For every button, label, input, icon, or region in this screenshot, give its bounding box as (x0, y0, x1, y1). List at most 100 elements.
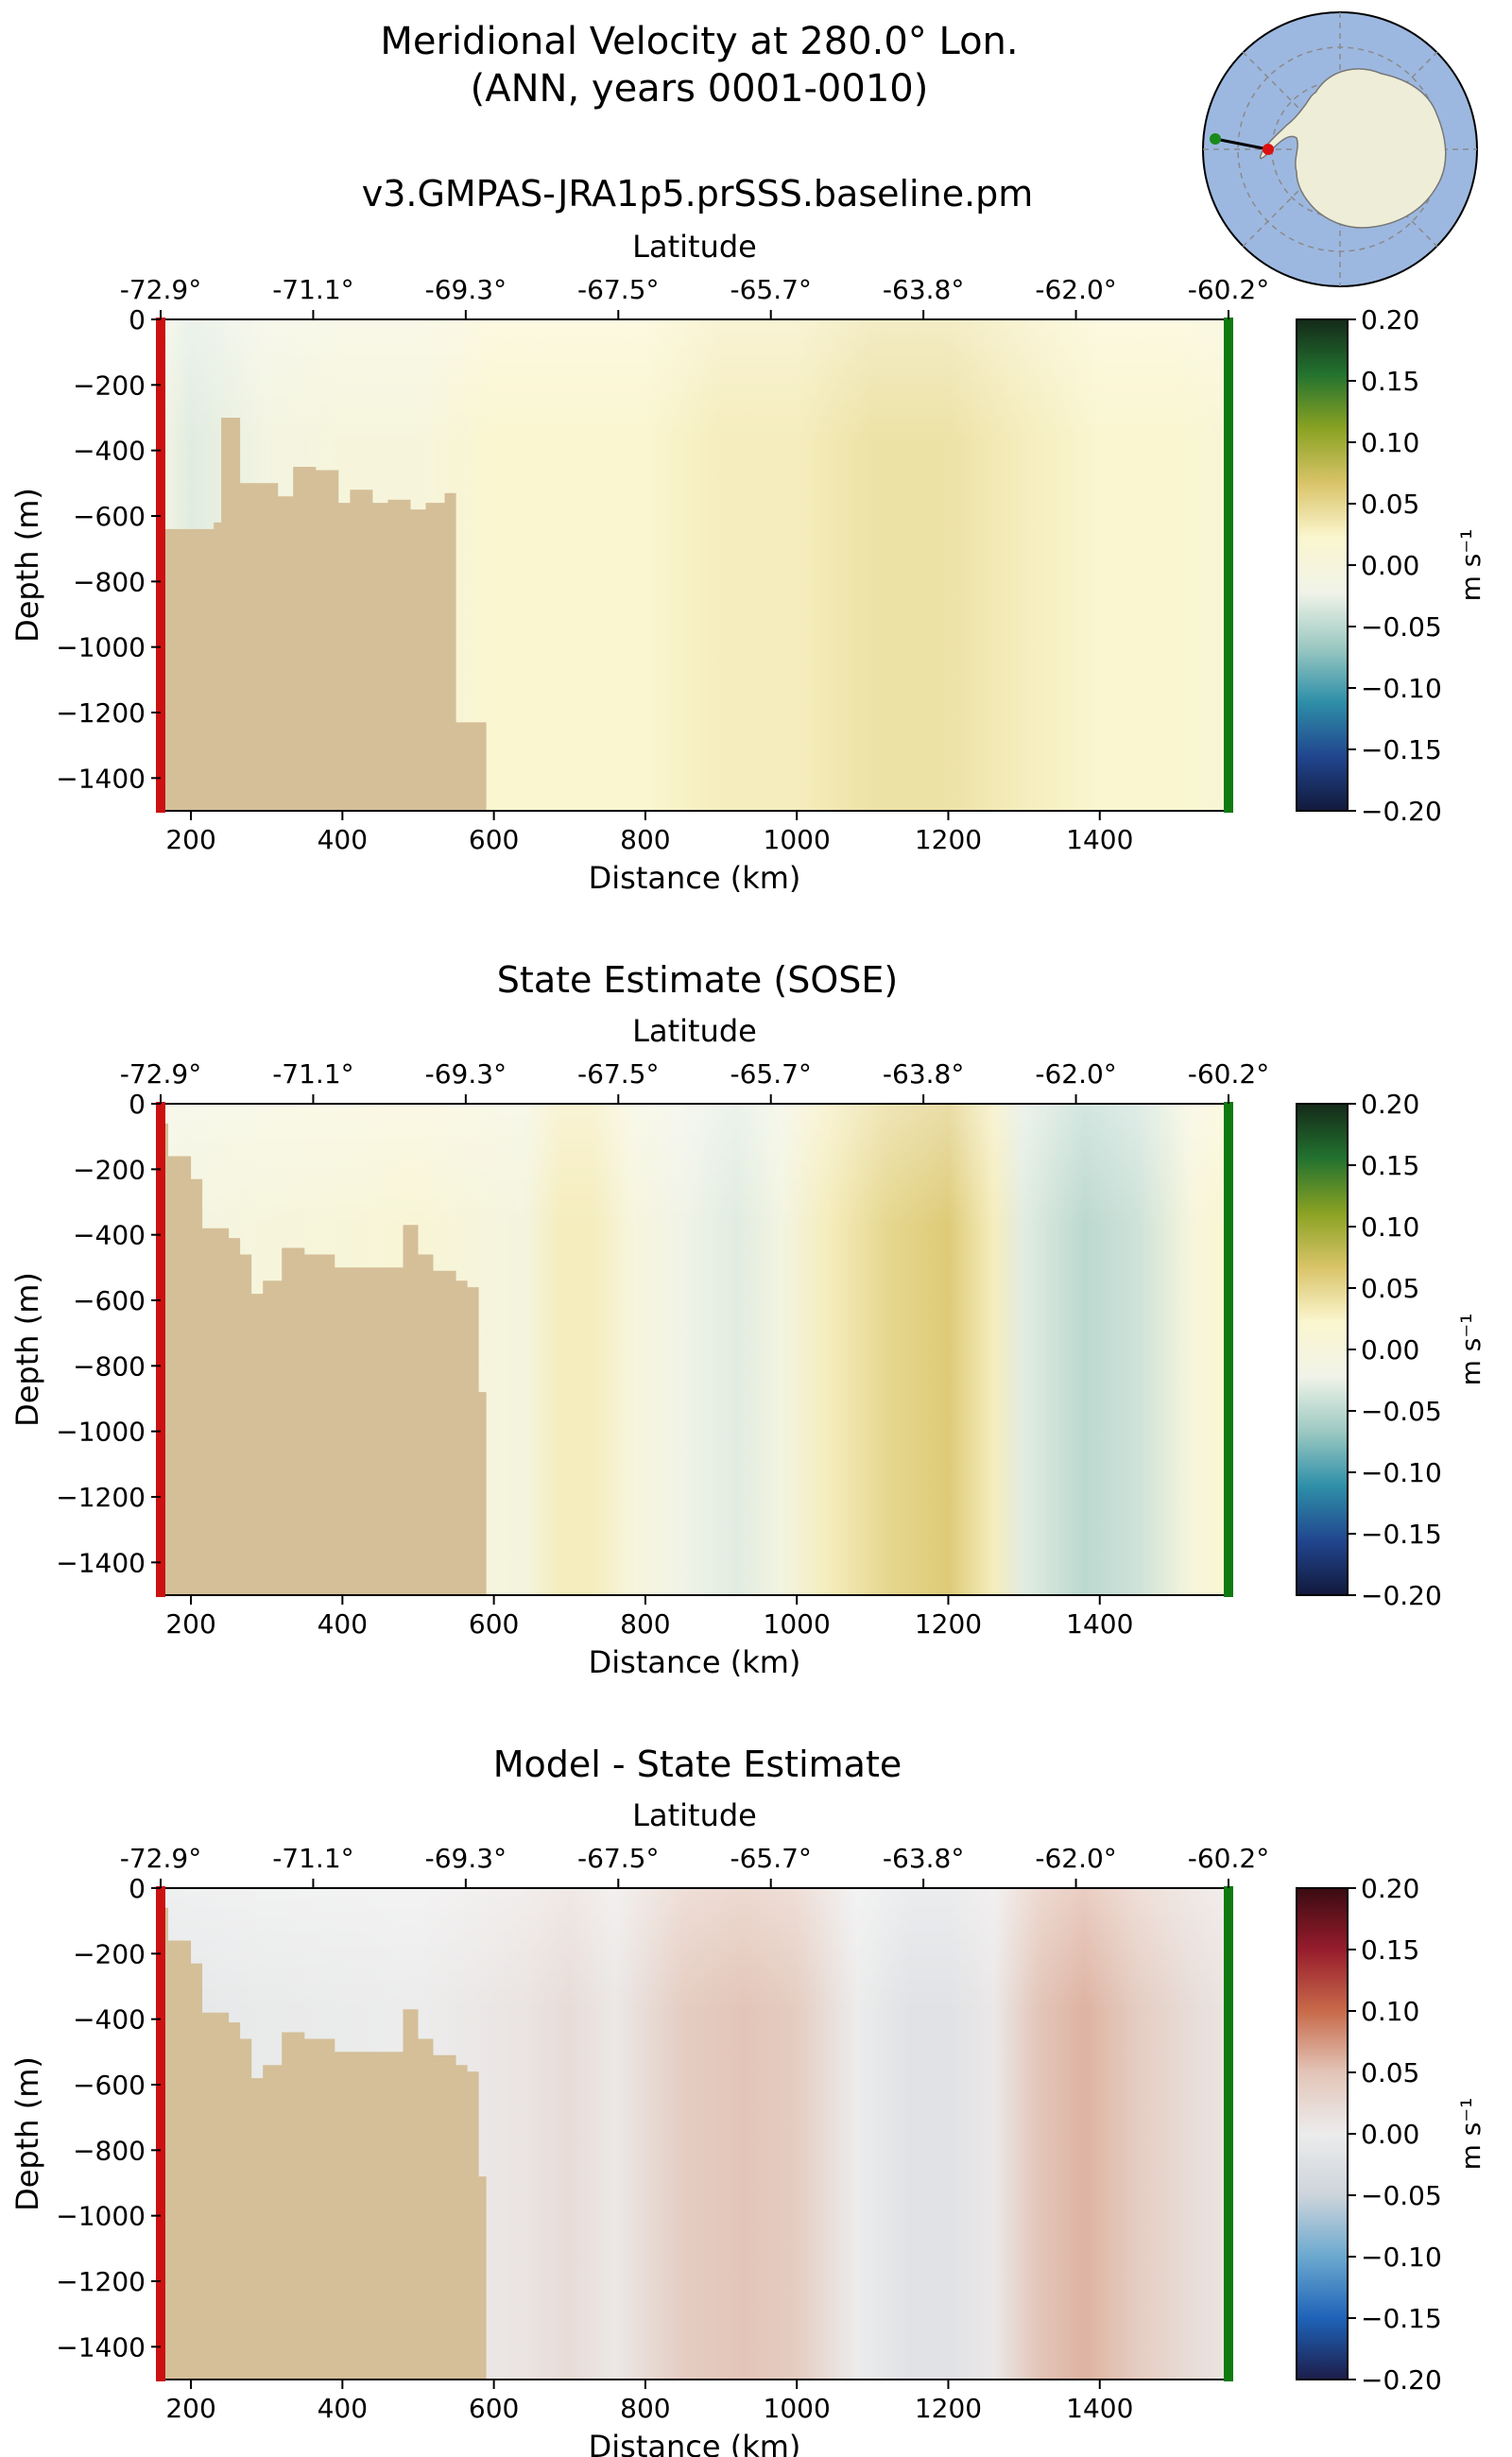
x-tick-label: 1400 (1066, 2393, 1133, 2424)
inset-start-marker (1263, 144, 1274, 155)
colorbar-tick-label: 0.10 (1361, 427, 1419, 458)
y-tick-label: −200 (73, 369, 146, 401)
x-tick-label: 400 (318, 2393, 368, 2424)
colorbar (1296, 1103, 1349, 1596)
x-axis-label: Distance (km) (589, 1644, 801, 1680)
y-tick-label: −1000 (56, 1417, 146, 1448)
latitude-tick-label: -63.8° (883, 1058, 964, 1090)
x-tick-label: 800 (620, 2393, 670, 2424)
colorbar-tick-label: 0.00 (1361, 2119, 1419, 2150)
colorbar-tick-label: −0.05 (1361, 1396, 1442, 1427)
colorbar-tick-label: −0.10 (1361, 2242, 1442, 2273)
x-tick-label: 1400 (1066, 1608, 1133, 1640)
y-tick-label: −200 (73, 1938, 146, 1969)
y-tick-label: −200 (73, 1154, 146, 1185)
colorbar-tick-label: 0.00 (1361, 550, 1419, 581)
panel-title: Model - State Estimate (493, 1744, 902, 1785)
x-tick-label: 1000 (764, 1608, 831, 1640)
colorbar-tick-label: 0.05 (1361, 1273, 1419, 1304)
x-tick-label: 400 (318, 1608, 368, 1640)
latitude-tick-label: -65.7° (730, 1843, 811, 1874)
x-tick-label: 1000 (764, 824, 831, 855)
x-axis-label: Distance (km) (589, 860, 801, 896)
colorbar-tick-label: −0.10 (1361, 673, 1442, 704)
colorbar-tick-label: −0.20 (1361, 2364, 1442, 2396)
x-tick-label: 200 (165, 1608, 215, 1640)
y-tick-label: −1400 (56, 2331, 146, 2362)
latitude-tick-label: -71.1° (272, 1058, 353, 1090)
latitude-tick-label: -65.7° (730, 274, 811, 305)
figure-subtitle: (ANN, years 0001-0010) (470, 67, 929, 111)
latitude-tick-label: -72.9° (120, 1843, 201, 1874)
y-tick-label: −1400 (56, 763, 146, 794)
colorbar-tick-label: −0.20 (1361, 796, 1442, 827)
y-tick-label: −600 (73, 2070, 146, 2101)
colorbar-tick-label: −0.15 (1361, 1519, 1442, 1550)
y-tick-label: −1200 (56, 697, 146, 729)
x-axis-label: Distance (km) (589, 2429, 801, 2457)
colorbar-label: m s⁻¹ (1455, 2098, 1486, 2171)
latitude-tick-label: -65.7° (730, 1058, 811, 1090)
y-tick-label: −400 (73, 2004, 146, 2036)
latitude-tick-label: -60.2° (1188, 274, 1269, 305)
y-tick-label: −400 (73, 436, 146, 467)
y-tick-label: −600 (73, 1285, 146, 1316)
x-tick-label: 1200 (915, 2393, 982, 2424)
latitude-tick-label: -69.3° (425, 1843, 507, 1874)
colorbar-tick-label: 0.20 (1361, 304, 1419, 335)
colorbar-tick-label: 0.05 (1361, 489, 1419, 520)
y-tick-label: 0 (129, 304, 146, 335)
colorbar-label: m s⁻¹ (1455, 529, 1486, 602)
x-tick-label: 400 (318, 824, 368, 855)
y-tick-label: −800 (73, 566, 146, 597)
y-tick-label: −800 (73, 2135, 146, 2166)
latitude-tick-label: -71.1° (272, 1843, 353, 1874)
latitude-tick-label: -62.0° (1035, 1058, 1116, 1090)
x-tick-label: 200 (165, 824, 215, 855)
y-axis-label: Depth (m) (9, 1272, 45, 1427)
colorbar-tick-label: 0.15 (1361, 366, 1419, 397)
y-tick-label: −1000 (56, 2201, 146, 2232)
latitude-tick-label: -67.5° (577, 1843, 659, 1874)
latitude-tick-label: -69.3° (425, 274, 507, 305)
latitude-tick-label: -62.0° (1035, 1843, 1116, 1874)
latitude-tick-label: -63.8° (883, 274, 964, 305)
x-tick-label: 600 (469, 1608, 519, 1640)
top-axis-label: Latitude (632, 229, 757, 265)
bathymetry-land (161, 1123, 487, 1595)
y-tick-label: −1000 (56, 632, 146, 663)
bathymetry-land (161, 418, 487, 811)
y-tick-label: −1400 (56, 1547, 146, 1578)
colorbar-tick-label: 0.10 (1361, 1211, 1419, 1243)
latitude-tick-label: -60.2° (1188, 1058, 1269, 1090)
bathymetry-land (161, 1907, 487, 2380)
x-tick-label: 1000 (764, 2393, 831, 2424)
colorbar-tick-label: −0.15 (1361, 2303, 1442, 2334)
colorbar-tick-label: 0.20 (1361, 1089, 1419, 1120)
top-axis-label: Latitude (632, 1797, 757, 1833)
y-tick-label: −800 (73, 1350, 146, 1382)
colorbar-tick-label: −0.15 (1361, 734, 1442, 765)
latitude-tick-label: -60.2° (1188, 1843, 1269, 1874)
colorbar-tick-label: 0.15 (1361, 1150, 1419, 1181)
colorbar-tick-label: 0.20 (1361, 1873, 1419, 1904)
x-tick-label: 600 (469, 2393, 519, 2424)
x-tick-label: 1200 (915, 824, 982, 855)
y-tick-label: −1200 (56, 2266, 146, 2297)
colorbar (1296, 1887, 1349, 2380)
latitude-tick-label: -69.3° (425, 1058, 507, 1090)
figure-title: Meridional Velocity at 280.0° Lon. (380, 20, 1019, 63)
y-tick-label: −400 (73, 1220, 146, 1251)
top-axis-label: Latitude (632, 1013, 757, 1049)
inset-end-marker (1210, 133, 1221, 145)
y-axis-label: Depth (m) (9, 488, 45, 643)
y-tick-label: −600 (73, 501, 146, 532)
latitude-tick-label: -71.1° (272, 274, 353, 305)
colorbar-label: m s⁻¹ (1455, 1314, 1486, 1386)
latitude-tick-label: -67.5° (577, 1058, 659, 1090)
latitude-tick-label: -63.8° (883, 1843, 964, 1874)
panel-2: State Estimate (SOSE) 200 400 600 800 1000 120… (9, 959, 1486, 1680)
panel-title: State Estimate (SOSE) (497, 959, 898, 1001)
y-tick-label: 0 (129, 1873, 146, 1904)
colorbar (1296, 318, 1349, 812)
